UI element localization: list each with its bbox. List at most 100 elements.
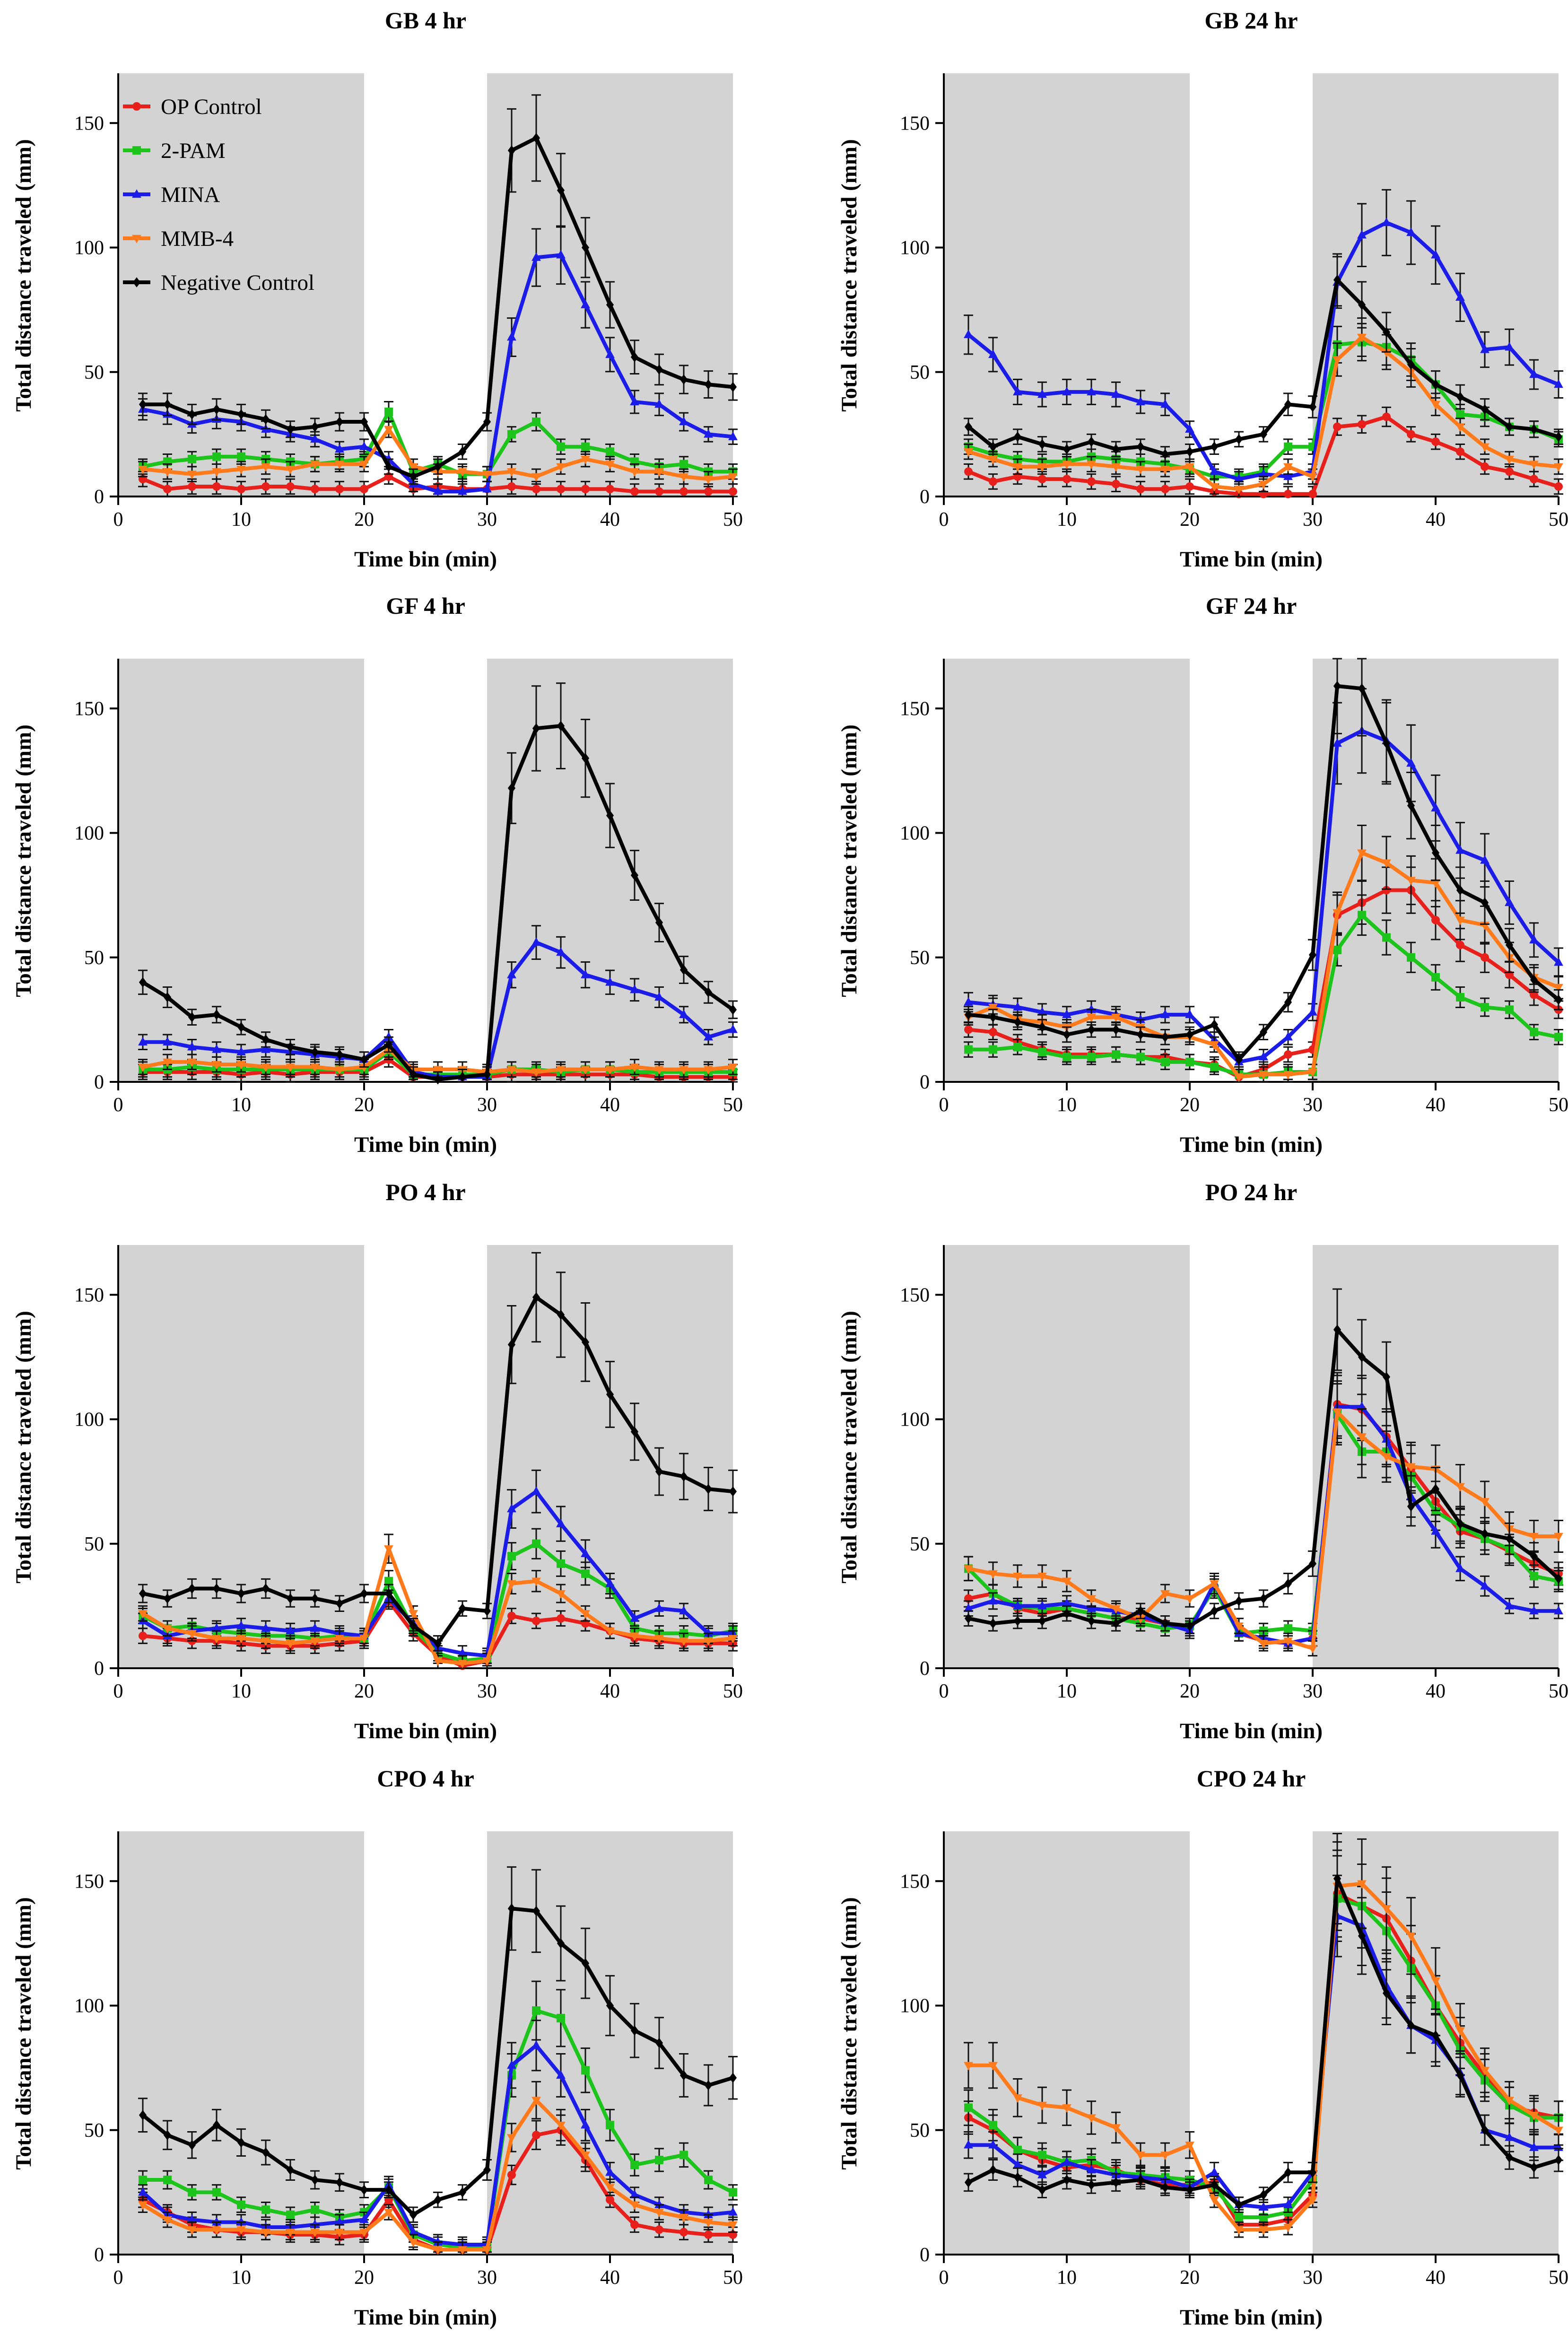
x-axis-label: Time bin (min) xyxy=(1180,1719,1323,1743)
data-point xyxy=(384,426,393,435)
x-tick-label: 30 xyxy=(477,1681,497,1702)
data-point xyxy=(704,1484,713,1494)
data-point xyxy=(261,2205,270,2214)
data-point xyxy=(1185,1010,1194,1019)
data-point xyxy=(1062,1577,1071,1586)
data-point xyxy=(1235,1054,1243,1065)
data-point xyxy=(630,2189,639,2198)
data-point xyxy=(531,473,541,482)
data-point xyxy=(728,431,738,440)
data-point xyxy=(1062,1010,1071,1019)
data-point xyxy=(188,1012,196,1022)
shaded-region xyxy=(944,73,1190,496)
data-point xyxy=(1161,485,1169,494)
x-tick-label: 50 xyxy=(1549,2267,1568,2289)
data-point xyxy=(1013,1043,1022,1052)
data-point xyxy=(1357,230,1367,239)
legend-item-2-pam: 2-PAM xyxy=(123,139,226,163)
data-point xyxy=(728,1063,738,1072)
data-point xyxy=(1185,1057,1194,1066)
x-tick-label: 0 xyxy=(113,1681,123,1702)
data-point xyxy=(1554,431,1563,442)
data-point xyxy=(1456,447,1464,456)
legend-marker xyxy=(132,235,141,244)
data-point xyxy=(1087,461,1096,470)
data-point xyxy=(704,1628,713,1637)
data-point xyxy=(581,753,590,764)
y-tick-label: 50 xyxy=(84,1533,104,1555)
data-point xyxy=(605,349,615,358)
data-point xyxy=(1481,404,1489,415)
data-point xyxy=(1308,949,1317,960)
data-point xyxy=(1185,482,1194,491)
x-tick-label: 10 xyxy=(231,509,251,531)
data-point xyxy=(359,1063,369,1072)
y-tick-label: 0 xyxy=(920,1658,930,1680)
data-point xyxy=(1136,397,1145,406)
chart-title: GB 24 hr xyxy=(1204,7,1298,34)
x-tick-label: 30 xyxy=(477,2267,497,2289)
data-point xyxy=(1431,879,1440,888)
series-negative-control xyxy=(964,253,1563,462)
x-tick-label: 50 xyxy=(723,1094,743,1116)
data-point xyxy=(1333,909,1342,918)
y-tick-label: 50 xyxy=(910,2120,930,2142)
data-point xyxy=(163,2216,172,2225)
data-point xyxy=(989,1028,997,1036)
data-point xyxy=(1038,475,1046,484)
data-point xyxy=(654,1066,664,1075)
data-point xyxy=(1554,994,1563,1005)
data-point xyxy=(1407,359,1415,370)
data-point xyxy=(557,442,565,451)
data-point xyxy=(1013,463,1022,472)
data-point xyxy=(360,417,368,427)
data-point xyxy=(1308,1068,1317,1077)
data-point xyxy=(1063,475,1071,484)
data-point xyxy=(729,487,737,496)
x-tick-label: 0 xyxy=(939,1681,949,1702)
data-point xyxy=(1235,434,1243,444)
data-point xyxy=(1111,389,1121,398)
data-point xyxy=(1013,1002,1022,1011)
data-point xyxy=(655,364,663,375)
data-point xyxy=(630,352,639,362)
data-point xyxy=(654,992,664,1001)
data-point xyxy=(557,1309,565,1320)
data-point xyxy=(605,461,615,470)
data-point xyxy=(212,404,221,415)
data-point xyxy=(236,1635,246,1644)
data-point xyxy=(1210,1606,1219,1616)
data-point xyxy=(557,485,565,494)
data-point xyxy=(1431,401,1440,410)
shaded-region xyxy=(487,1245,733,1668)
data-point xyxy=(1111,1605,1121,1614)
data-point xyxy=(531,1068,541,1077)
data-point xyxy=(704,2219,713,2228)
data-point xyxy=(1505,455,1514,464)
y-tick-label: 150 xyxy=(900,113,930,134)
data-point xyxy=(433,486,443,495)
data-point xyxy=(1037,1007,1047,1016)
data-point xyxy=(1185,1029,1194,1040)
y-tick-label: 100 xyxy=(74,823,104,845)
data-point xyxy=(1160,1010,1170,1019)
data-point xyxy=(138,1036,148,1045)
data-point xyxy=(1382,348,1391,357)
data-point xyxy=(360,485,368,494)
data-point xyxy=(1480,344,1490,353)
y-tick-label: 150 xyxy=(74,1284,104,1306)
data-point xyxy=(679,1010,688,1019)
chart-po-24-hr: PO 24 hr 0 10 20 30 40 50 0 50 100 150 Time bin (mi… xyxy=(837,1179,1568,1743)
shaded-region xyxy=(487,659,733,1082)
data-point xyxy=(1431,1484,1440,1494)
data-point xyxy=(729,1004,737,1015)
x-tick-label: 20 xyxy=(1180,2267,1200,2289)
data-point xyxy=(458,446,467,457)
data-point xyxy=(212,1623,221,1632)
data-point xyxy=(1210,1062,1219,1071)
data-point xyxy=(1161,1618,1169,1629)
data-point xyxy=(1160,465,1170,474)
data-point xyxy=(988,349,998,358)
x-tick-label: 20 xyxy=(354,1094,374,1116)
data-point xyxy=(139,1588,147,1599)
